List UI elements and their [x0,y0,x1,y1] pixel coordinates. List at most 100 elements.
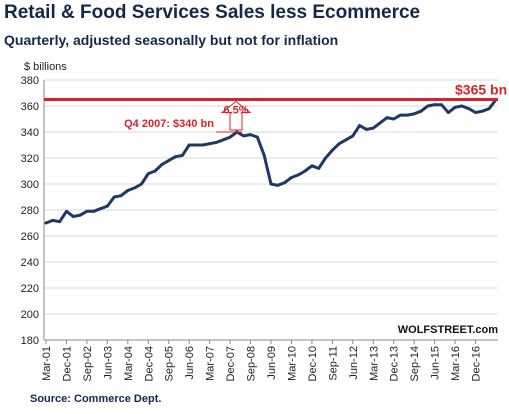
y-tick-label: 200 [21,309,39,321]
data-point [337,142,341,146]
data-point [126,189,130,192]
data-point [358,124,362,127]
x-tick-label: Sep-14 [409,346,421,381]
x-tick-labels: Mar-01 Dec-01 Sep-02 Jun-03 Mar-04 Dec-04 Sep-… [41,346,483,381]
data-point [399,113,402,117]
x-tick-label: Mar-04 [123,346,135,381]
data-point [228,135,232,139]
y-tick-label: 220 [21,283,39,295]
data-point [92,209,96,213]
data-point [255,135,259,139]
data-point [351,134,355,138]
y-tick-label: 280 [21,205,39,217]
data-point [242,134,246,138]
y-tick-label: 380 [21,75,39,87]
data-point [412,112,416,116]
data-point [85,209,89,213]
x-tick-label: Dec-04 [143,346,155,381]
chart-subtitle: Quarterly, adjusted seasonally but not f… [4,32,339,48]
data-point [208,142,212,146]
data-point [474,111,477,114]
peak-annotation: Q4 2007: $340 bn [124,118,214,130]
data-point [276,183,280,187]
y-tick-labels: 180 200 220 240 260 280 300 320 340 360 380 [21,75,39,347]
data-point [215,141,218,144]
data-point [385,116,389,120]
data-point [119,194,123,198]
data-point [453,105,457,109]
chart-title: Retail & Food Services Sales less Ecomme… [4,2,421,23]
data-point [146,172,150,176]
data-point [296,173,300,177]
data-point [99,207,102,211]
x-tick-label: Mar-16 [450,346,462,381]
x-tick-label: Jun-06 [184,346,196,380]
x-tick-label: Dec-10 [307,346,319,381]
data-point [65,209,68,213]
data-point [194,143,198,147]
data-point [487,107,491,110]
data-point [371,126,375,130]
data-point [269,182,273,186]
x-tick-label: Jun-09 [266,346,278,380]
data-point [201,143,205,147]
x-tick-label: Mar-07 [205,346,217,381]
data-point [433,103,437,107]
data-point [249,133,252,137]
data-point [480,109,484,113]
change-arrow [220,100,252,131]
y-axis-label: $ billions [24,61,67,73]
data-point [446,111,450,114]
watermark: WOLFSTREET.com [398,324,498,336]
x-tick-label: Sep-05 [164,346,176,381]
source-note: Source: Commerce Dept. [30,393,162,405]
y-tick-label: 360 [21,101,39,113]
y-tick-label: 320 [21,153,39,165]
data-point [58,220,62,224]
x-tick-label: Jun-03 [102,346,114,380]
data-point [133,186,137,190]
y-tick-label: 340 [21,127,39,139]
y-tick-label: 240 [21,257,39,269]
x-tick-label: Dec-16 [471,346,483,381]
x-tick-label: Jun-12 [348,346,360,380]
data-point [153,169,157,173]
x-tick-label: Jun-15 [430,346,442,380]
data-point [140,182,143,186]
y-tick-label: 300 [21,179,39,191]
x-tick-label: Mar-01 [41,346,53,381]
data-point [317,167,321,170]
data-point [365,127,368,131]
data-point [283,181,287,185]
data-point [310,164,314,168]
data-point [378,121,382,125]
y-tick-label: 180 [21,335,39,347]
data-point [71,215,75,218]
data-point [187,143,191,147]
data-point [324,156,327,160]
data-point [392,117,396,121]
data-point [160,163,164,166]
data-point [330,148,334,152]
x-tick-label: Sep-11 [327,346,339,381]
data-point [180,154,184,157]
data-point [262,154,266,157]
data-point [78,213,82,217]
data-point [426,104,430,108]
x-tick-label: Dec-07 [225,346,237,381]
data-point [44,221,48,225]
reference-line-label: $365 bn [455,82,507,98]
data-point [290,176,293,179]
x-tick-label: Sep-02 [82,346,94,381]
axes [43,80,498,344]
data-point [167,159,171,163]
series-line [44,98,498,225]
data-point [405,113,409,117]
data-point [174,155,177,159]
x-tick-label: Dec-01 [61,346,73,381]
data-point [460,104,464,108]
data-points [44,98,498,225]
grid-lines [44,79,498,341]
y-tick-label: 260 [21,231,39,243]
